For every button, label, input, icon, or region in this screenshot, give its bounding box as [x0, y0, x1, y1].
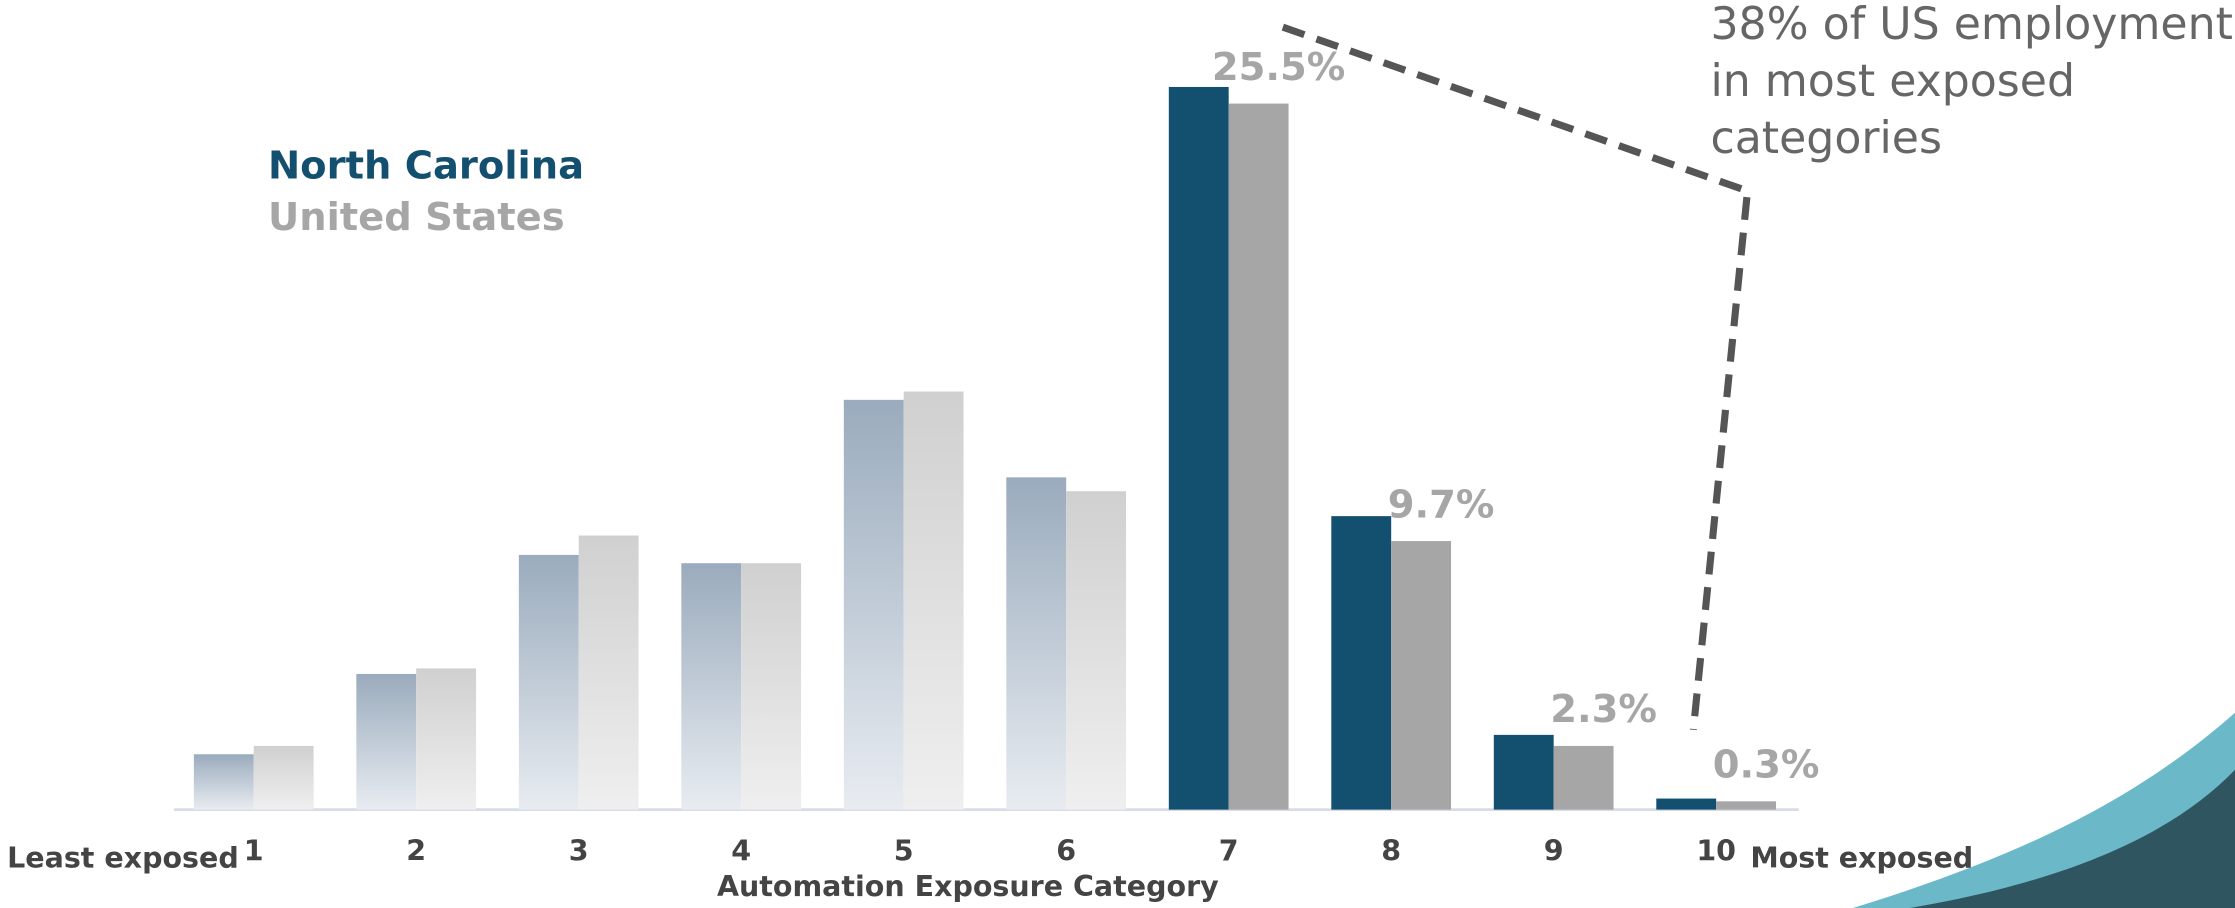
value-label: 2.3%: [1550, 687, 1657, 732]
legend-label: North Carolina: [268, 144, 584, 189]
value-label: 0.3%: [1713, 743, 1820, 788]
corner-decoration: [1910, 769, 2235, 908]
x-tick-label: 8: [1381, 834, 1401, 867]
bar: [843, 399, 904, 810]
annotation-bracket: [1281, 23, 1752, 731]
bar: [681, 563, 742, 810]
bar: [1066, 491, 1127, 810]
x-axis-title: Automation Exposure Category: [717, 870, 1219, 903]
bar: [1493, 734, 1554, 810]
bar: [253, 745, 314, 810]
annotation: 38% of US employment: [1710, 0, 2232, 50]
annotation: categories: [1710, 113, 1942, 164]
bar: [1006, 477, 1067, 810]
bar: [903, 391, 964, 810]
bar: [1716, 801, 1777, 810]
bar: [416, 668, 477, 810]
bar: [1391, 541, 1452, 810]
value-label: 25.5%: [1212, 45, 1345, 90]
x-tick-label: 9: [1544, 834, 1564, 867]
legend-label: United States: [268, 195, 565, 240]
bar: [1656, 798, 1717, 810]
x-tick-label: 7: [1219, 834, 1239, 867]
bar: [1331, 516, 1392, 810]
x-tick-label: 6: [1056, 834, 1076, 867]
bar: [1168, 86, 1229, 810]
bar: [741, 563, 802, 810]
x-tick-label: 1: [244, 834, 264, 867]
x-tick-label: 10: [1696, 834, 1736, 867]
x-tick-label: 5: [894, 834, 914, 867]
bar: [1228, 103, 1289, 810]
bar: [1553, 745, 1614, 810]
bar: [518, 554, 579, 810]
bar: [356, 673, 417, 810]
x-tick-label: 3: [569, 834, 589, 867]
left-label: Least exposed: [7, 842, 239, 875]
annotation: in most exposed: [1710, 56, 2075, 107]
value-label: 9.7%: [1388, 482, 1495, 527]
right-label: Most exposed: [1750, 842, 1973, 875]
bar: [193, 754, 254, 810]
bar: [578, 535, 639, 810]
x-tick-label: 2: [406, 834, 426, 867]
x-tick-label: 4: [731, 834, 751, 867]
